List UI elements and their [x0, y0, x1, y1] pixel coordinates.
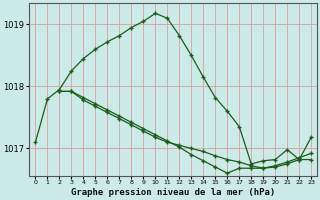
X-axis label: Graphe pression niveau de la mer (hPa): Graphe pression niveau de la mer (hPa)	[71, 188, 276, 197]
